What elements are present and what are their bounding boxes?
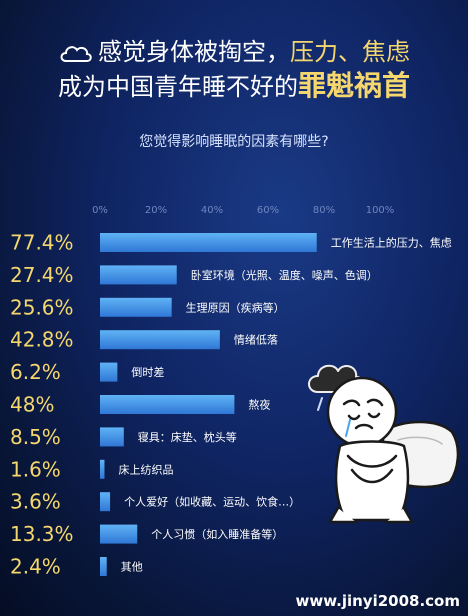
category-label: 卧室环境（光照、温度、噪声、色调） — [191, 268, 378, 282]
bar — [100, 492, 111, 512]
title-line-1-highlight: 压力、焦虑 — [290, 38, 410, 66]
value-label: 27.4% — [10, 263, 74, 287]
x-tick-label: 40% — [201, 205, 223, 216]
category-label: 其他 — [121, 561, 143, 574]
category-label: 工作生活上的压力、焦虑 — [331, 236, 452, 250]
bar — [100, 557, 107, 576]
bar — [100, 297, 172, 317]
category-label: 情绪低落 — [234, 333, 278, 347]
x-tick-label: 100% — [366, 205, 395, 216]
chart-question: 您觉得影响睡眠的因素有哪些? — [139, 134, 329, 150]
category-label: 个人习惯（如入睡准备等） — [151, 527, 283, 541]
x-axis-ticks: 0% 20% 40% 60% 80% 100% — [92, 205, 394, 216]
category-label: 床上纺织品 — [118, 462, 173, 476]
value-label: 77.4% — [10, 231, 74, 255]
title-line-1-text: 感觉身体被掏空， — [98, 38, 290, 66]
bar — [100, 233, 317, 252]
category-label: 生理原因（疾病等） — [186, 300, 285, 314]
x-tick-label: 60% — [257, 205, 279, 216]
value-label: 42.8% — [10, 328, 74, 352]
bar — [100, 524, 138, 544]
bar — [100, 265, 177, 285]
value-label: 6.2% — [10, 360, 61, 384]
category-label: 个人爱好（如收藏、运动、饮食…） — [124, 495, 300, 509]
category-label: 倒时差 — [131, 365, 164, 379]
title-line-2-highlight: 罪魁祸首 — [297, 69, 410, 102]
category-label: 寝具：床垫、枕头等 — [138, 430, 237, 444]
value-label: 1.6% — [10, 457, 61, 481]
bar — [100, 330, 220, 350]
title-line-2-text: 成为中国青年睡不好的 — [57, 73, 298, 101]
bars-group: 77.4% 工作生活上的压力、焦虑 27.4% 卧室环境（光照、温度、噪声、色调） 25… — [10, 231, 452, 579]
sad-character-illustration — [308, 364, 460, 524]
bar — [100, 459, 105, 479]
category-label: 熬夜 — [248, 398, 270, 412]
value-label: 13.3% — [10, 522, 74, 546]
person-icon — [326, 376, 414, 524]
value-label: 8.5% — [10, 425, 61, 449]
x-tick-label: 80% — [313, 205, 335, 216]
watermark: www.jinyi2008.com — [295, 592, 460, 610]
title-line-2: 成为中国青年睡不好的罪魁祸首 — [0, 64, 468, 104]
value-label: 2.4% — [10, 555, 61, 579]
cloud-icon — [58, 42, 92, 64]
value-label: 48% — [10, 393, 54, 417]
bar — [100, 427, 124, 447]
bar — [100, 362, 118, 382]
x-tick-label: 20% — [145, 205, 167, 216]
value-label: 25.6% — [10, 295, 74, 319]
value-label: 3.6% — [10, 490, 61, 514]
x-tick-label: 0% — [92, 205, 108, 216]
bar — [100, 395, 235, 414]
title-line-1: 感觉身体被掏空，压力、焦虑 — [0, 32, 468, 67]
